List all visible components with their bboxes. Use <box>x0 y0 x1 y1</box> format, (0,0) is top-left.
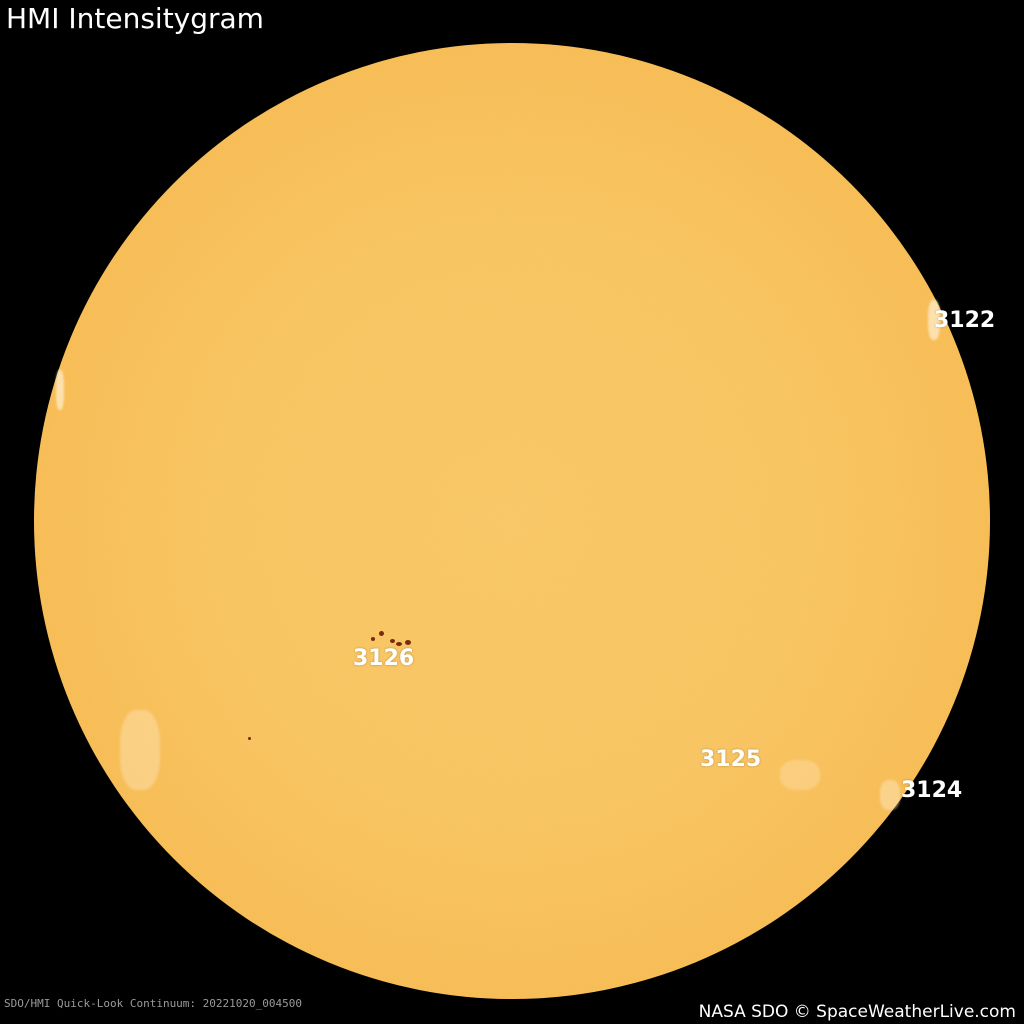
facula <box>56 370 64 410</box>
facula <box>780 760 820 790</box>
sunspot <box>405 640 411 645</box>
sunspot <box>379 631 384 636</box>
region-label-3126: 3126 <box>353 646 415 671</box>
sunspot <box>390 639 395 643</box>
image-caption: SDO/HMI Quick-Look Continuum: 20221020_0… <box>4 997 303 1010</box>
granulation-texture <box>34 43 990 999</box>
image-credit: NASA SDO © SpaceWeatherLive.com <box>698 1002 1016 1022</box>
facula <box>928 300 940 340</box>
image-title: HMI Intensitygram <box>6 2 264 35</box>
sunspot <box>371 637 375 641</box>
facula <box>880 780 900 810</box>
facula <box>120 710 160 790</box>
region-label-3125: 3125 <box>700 747 762 772</box>
region-label-3124: 3124 <box>901 778 963 803</box>
sunspot <box>396 642 402 646</box>
region-label-3122: 3122 <box>934 308 996 333</box>
sunspot <box>248 737 251 740</box>
